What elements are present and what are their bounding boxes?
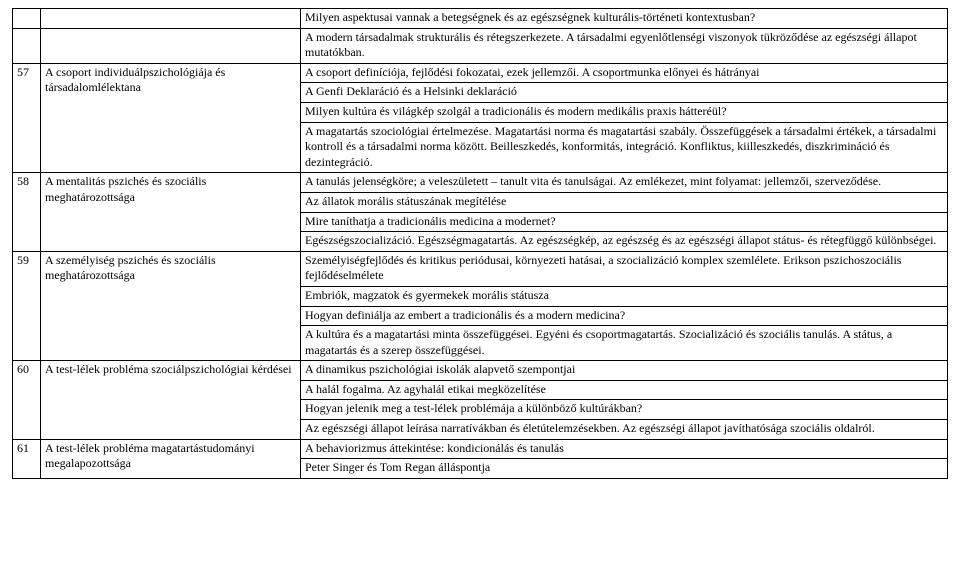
curriculum-table: Milyen aspektusai vannak a betegségnek é… xyxy=(12,8,948,479)
row-description: Az egészségi állapot leírása narratívákb… xyxy=(301,420,948,440)
row-description: A csoport definíciója, fejlődési fokozat… xyxy=(301,63,948,83)
row-description: A modern társadalmak strukturális és rét… xyxy=(301,28,948,63)
row-description: Mire taníthatja a tradicionális medicina… xyxy=(301,212,948,232)
row-number: 61 xyxy=(13,439,41,478)
row-description: A behaviorizmus áttekintése: kondicionál… xyxy=(301,439,948,459)
row-topic xyxy=(41,28,301,63)
table-row: 60A test-lélek probléma szociálpszicholó… xyxy=(13,361,948,381)
row-description: A kultúra és a magatartási minta összefü… xyxy=(301,326,948,361)
row-description: Milyen kultúra és világkép szolgál a tra… xyxy=(301,102,948,122)
row-description: Embriók, magzatok és gyermekek morális s… xyxy=(301,286,948,306)
table-row: 61A test-lélek probléma magatartástudomá… xyxy=(13,439,948,459)
row-description: Az állatok morális státuszának megítélés… xyxy=(301,192,948,212)
row-number: 58 xyxy=(13,173,41,251)
table-row: 57A csoport individuálpszichológiája és … xyxy=(13,63,948,83)
table-row: A modern társadalmak strukturális és rét… xyxy=(13,28,948,63)
row-number xyxy=(13,28,41,63)
table-row: Milyen aspektusai vannak a betegségnek é… xyxy=(13,9,948,29)
row-description: Peter Singer és Tom Regan álláspontja xyxy=(301,459,948,479)
row-topic: A test-lélek probléma szociálpszichológi… xyxy=(41,361,301,439)
row-number xyxy=(13,9,41,29)
table-row: 59A személyiség pszichés és szociális me… xyxy=(13,251,948,286)
row-description: Hogyan jelenik meg a test-lélek problémá… xyxy=(301,400,948,420)
table-row: 58A mentalitás pszichés és szociális meg… xyxy=(13,173,948,193)
row-description: Személyiségfejlődés és kritikus periódus… xyxy=(301,251,948,286)
row-description: Milyen aspektusai vannak a betegségnek é… xyxy=(301,9,948,29)
row-topic: A csoport individuálpszichológiája és tá… xyxy=(41,63,301,173)
row-description: A Genfi Deklaráció és a Helsinki deklará… xyxy=(301,83,948,103)
row-description: A dinamikus pszichológiai iskolák alapve… xyxy=(301,361,948,381)
row-topic: A személyiség pszichés és szociális megh… xyxy=(41,251,301,361)
row-number: 59 xyxy=(13,251,41,361)
row-description: Hogyan definiálja az embert a tradicioná… xyxy=(301,306,948,326)
row-topic xyxy=(41,9,301,29)
row-number: 57 xyxy=(13,63,41,173)
row-number: 60 xyxy=(13,361,41,439)
row-description: Egészségszocializáció. Egészségmagatartá… xyxy=(301,232,948,252)
row-description: A magatartás szociológiai értelmezése. M… xyxy=(301,122,948,173)
row-description: A tanulás jelenségköre; a veleszületett … xyxy=(301,173,948,193)
row-topic: A test-lélek probléma magatartástudomány… xyxy=(41,439,301,478)
row-topic: A mentalitás pszichés és szociális megha… xyxy=(41,173,301,251)
row-description: A halál fogalma. Az agyhalál etikai megk… xyxy=(301,380,948,400)
